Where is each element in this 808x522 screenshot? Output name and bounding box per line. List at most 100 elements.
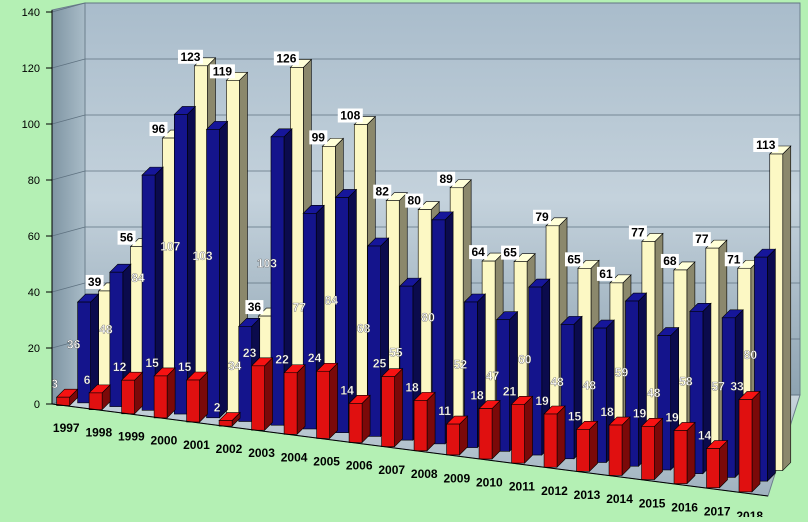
data-label-series3-2007: 80 — [405, 193, 424, 208]
svg-text:77: 77 — [293, 300, 307, 314]
x-tick-label: 1999 — [118, 429, 145, 443]
gridline-side — [51, 58, 86, 69]
data-label-series2-2004: 77 — [292, 300, 307, 314]
svg-text:11: 11 — [438, 404, 451, 418]
svg-text:34: 34 — [228, 359, 242, 373]
x-tick-label: 2003 — [248, 446, 275, 460]
bar-series1-2014 — [608, 416, 631, 477]
data-label-series1-2006: 14 — [340, 383, 354, 397]
data-label-series2-1999: 84 — [131, 271, 145, 285]
data-label-series2-1997: 36 — [67, 337, 81, 351]
y-tick-label: 140 — [22, 7, 40, 19]
data-label-series3-2017: 71 — [724, 252, 743, 267]
bar-series2-1997 — [76, 293, 100, 404]
data-label-series1-2008: 18 — [405, 380, 419, 394]
bar-series1-2002 — [218, 411, 241, 427]
data-label-series2-2009: 52 — [454, 357, 468, 371]
data-label-series1-2016: 19 — [665, 410, 679, 424]
svg-text:77: 77 — [695, 232, 709, 246]
svg-text:48: 48 — [99, 323, 113, 337]
svg-text:60: 60 — [518, 353, 532, 367]
x-tick-label: 2007 — [378, 463, 405, 477]
x-tick-label: 2017 — [704, 505, 731, 517]
svg-text:119: 119 — [213, 64, 233, 78]
data-label-series3-2000: 123 — [177, 49, 203, 64]
svg-text:103: 103 — [193, 249, 213, 263]
data-label-series3-1998: 56 — [117, 230, 136, 245]
data-label-series1-2018: 33 — [730, 379, 744, 393]
data-label-series3-2012: 65 — [565, 252, 583, 267]
y-tick-label: 0 — [34, 399, 40, 411]
data-label-series2-2010: 47 — [486, 369, 500, 383]
gridline-side — [51, 170, 86, 181]
x-tick-label: 2006 — [346, 459, 373, 473]
svg-text:19: 19 — [633, 406, 647, 420]
bar-series1-2017 — [705, 439, 729, 489]
data-label-series3-1997: 39 — [85, 274, 104, 289]
data-label-series1-2012: 19 — [535, 394, 549, 408]
svg-text:47: 47 — [486, 369, 500, 383]
svg-text:36: 36 — [67, 337, 81, 351]
x-tick-label: 2015 — [639, 496, 666, 510]
data-label-series1-2007: 25 — [373, 357, 387, 371]
svg-text:89: 89 — [439, 172, 453, 186]
data-label-series1-2009: 11 — [438, 404, 451, 418]
x-tick-label: 2010 — [476, 475, 503, 489]
data-label-series3-2003: 126 — [273, 51, 299, 66]
data-label-series2-2002: 34 — [228, 359, 242, 373]
svg-text:80: 80 — [408, 194, 422, 208]
x-tick-label: 2001 — [183, 438, 210, 452]
data-label-series3-2006: 82 — [373, 184, 392, 199]
data-label-series3-2010: 65 — [501, 245, 520, 260]
bar-series1-2008 — [413, 391, 436, 452]
x-tick-label: 2009 — [443, 471, 470, 485]
bar-series2-1999 — [141, 166, 164, 412]
data-label-series2-2001: 103 — [192, 249, 213, 263]
data-label-series3-2016: 77 — [692, 232, 711, 247]
svg-text:3: 3 — [51, 377, 58, 391]
data-label-series2-1998: 48 — [99, 323, 113, 337]
y-tick-label: 120 — [22, 63, 40, 75]
svg-text:113: 113 — [756, 138, 776, 152]
svg-text:2: 2 — [214, 401, 221, 415]
data-label-series1-2014: 18 — [600, 405, 614, 419]
svg-text:103: 103 — [257, 257, 277, 271]
data-label-series2-2000: 107 — [160, 239, 181, 253]
svg-text:12: 12 — [113, 360, 127, 374]
svg-text:19: 19 — [665, 410, 679, 424]
data-label-series1-2011: 21 — [503, 384, 517, 398]
bar-series1-2018 — [738, 390, 761, 493]
svg-text:48: 48 — [647, 386, 661, 400]
y-tick-label: 100 — [22, 119, 40, 131]
bar-series2-2016 — [689, 302, 712, 475]
data-label-series1-2010: 18 — [470, 388, 484, 402]
svg-text:77: 77 — [631, 225, 645, 239]
bar-series1-1999 — [120, 371, 144, 415]
svg-text:39: 39 — [88, 275, 102, 289]
x-tick-label: 2005 — [313, 455, 340, 469]
svg-text:84: 84 — [131, 271, 145, 285]
bar-series1-2015 — [640, 417, 664, 481]
bar-series1-2004 — [283, 364, 306, 436]
data-label-series3-2004: 99 — [309, 130, 328, 145]
data-label-series3-2005: 108 — [337, 108, 363, 123]
bar-series1-1998 — [88, 384, 111, 411]
bar-series2-1998 — [109, 263, 132, 408]
svg-text:80: 80 — [744, 348, 758, 362]
bar-series2-2001 — [205, 120, 229, 419]
svg-text:80: 80 — [421, 311, 435, 325]
svg-text:24: 24 — [308, 351, 322, 365]
data-label-series2-2013: 48 — [582, 378, 596, 392]
bars — [55, 57, 792, 493]
bar-series1-2003 — [250, 357, 274, 431]
data-label-series3-2001: 119 — [209, 64, 235, 79]
svg-text:61: 61 — [599, 267, 613, 281]
bar-series1-2000 — [153, 367, 176, 419]
bar-series1-2013 — [575, 420, 599, 473]
gridline-side — [51, 114, 86, 125]
x-tick-label: 2000 — [151, 434, 178, 448]
data-label-series1-2001: 15 — [178, 360, 192, 374]
